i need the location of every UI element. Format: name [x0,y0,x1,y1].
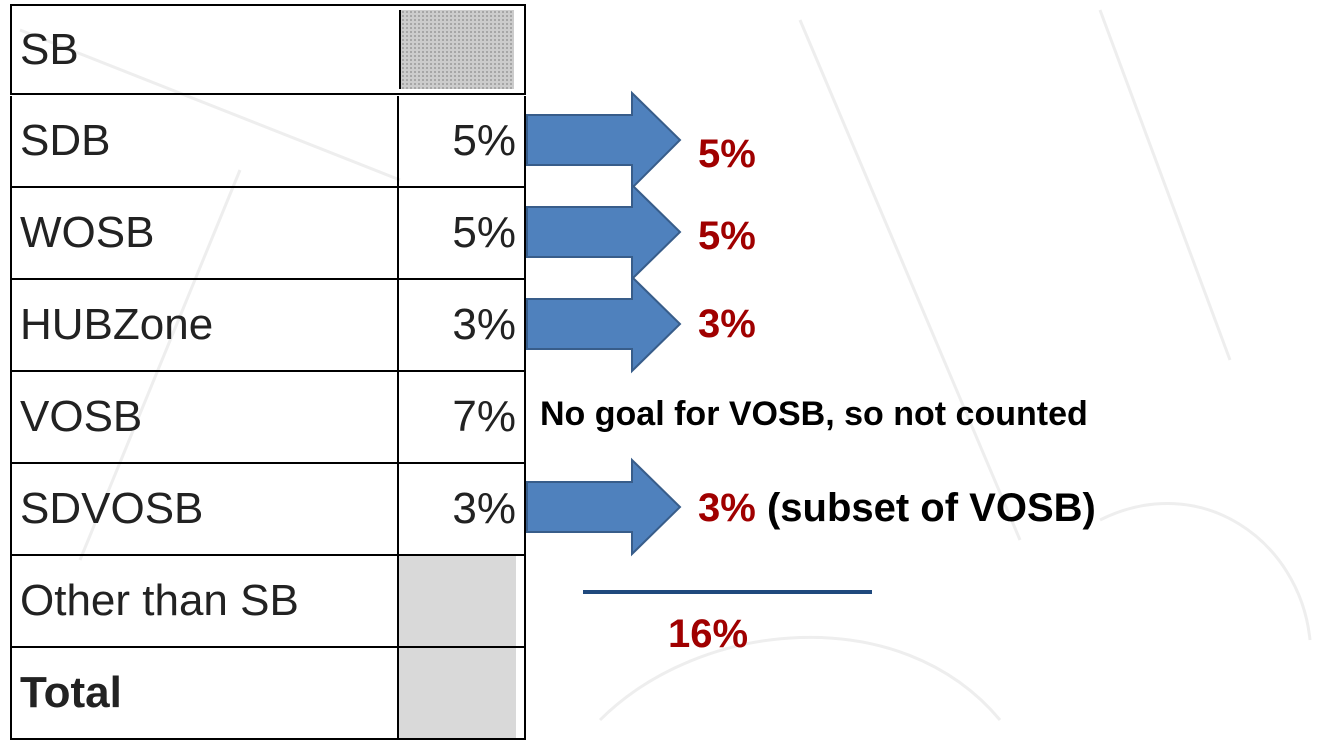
table-row: SDVOSB 3% [10,464,526,556]
row-value: 7% [397,372,516,462]
row-label: WOSB [20,188,154,278]
row-label: HUBZone [20,280,213,370]
table-row: WOSB 5% [10,188,526,280]
row-value: 3% [397,464,516,554]
row-label: SDVOSB [20,464,203,554]
table-row: SB [10,4,526,95]
table-row: SDB 5% [10,96,526,188]
arrow [527,93,680,188]
arrow [527,185,680,279]
callout-value: 3% [698,486,756,530]
total: 16% [668,612,748,657]
arrow [527,277,680,371]
row-value: 5% [397,96,516,186]
slide: 5% 5% 3% No goal for VOSB, so not counte… [0,0,1323,740]
row-label: Total [20,648,122,738]
callout: 5% [698,214,756,259]
vosb-note: No goal for VOSB, so not counted [540,395,1088,434]
row-label: Other than SB [20,556,299,646]
callout: 3% [698,302,756,347]
callout-note: (subset of VOSB) [767,486,1096,530]
table-row: HUBZone 3% [10,280,526,372]
table-row: Other than SB [10,556,526,648]
shaded-cell [397,556,516,646]
arrow [527,460,680,554]
callout: 3% (subset of VOSB) [698,486,1096,531]
row-value: 5% [397,188,516,278]
callout: 5% [698,132,756,177]
row-value: 3% [397,280,516,370]
row-label: SB [20,6,79,93]
table-row: Total [10,648,526,740]
row-label: VOSB [20,372,142,462]
table-row: VOSB 7% [10,372,526,464]
shaded-cell [399,10,514,89]
row-label: SDB [20,96,110,186]
shaded-cell [397,648,516,738]
